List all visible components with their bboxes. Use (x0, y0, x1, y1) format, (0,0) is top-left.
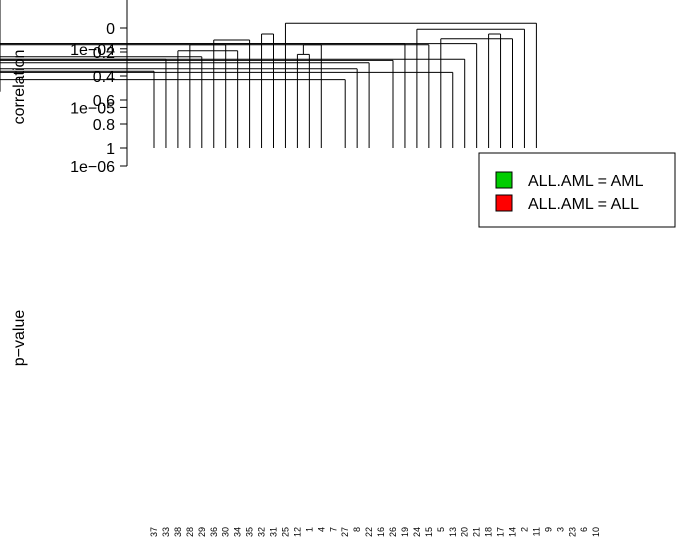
dendrogram-tick-label: 0.2 (93, 45, 115, 62)
x-tick-label: 20 (460, 527, 470, 537)
bar-chart-tick-label: 1e−06 (70, 159, 115, 176)
x-tick-label: 2 (519, 527, 529, 532)
x-tick-label: 33 (161, 527, 171, 537)
bar-chart-y-axis-label: p−value (11, 310, 28, 367)
x-tick-label: 16 (376, 527, 386, 537)
x-tick-label: 31 (269, 527, 279, 537)
x-tick-label: 8 (352, 527, 362, 532)
x-tick-label: 15 (424, 527, 434, 537)
dendrogram-tick-label: 0.8 (93, 117, 115, 134)
bar-chart-tick-label: 1e−05 (70, 100, 115, 117)
x-tick-label: 34 (233, 527, 243, 537)
dendrogram-y-axis: 0 0.2 0.4 0.6 0.8 1 (93, 21, 128, 158)
x-tick-label: 12 (292, 527, 302, 537)
x-tick-label: 23 (567, 527, 577, 537)
x-tick-label: 21 (472, 527, 482, 537)
x-tick-label: 7 (328, 527, 338, 532)
x-tick-label: 3 (555, 527, 565, 532)
legend-swatch-all (495, 194, 513, 212)
x-tick-label: 27 (340, 527, 350, 537)
bar-chart-tick-label: 1e−04 (70, 42, 115, 59)
dendrogram-panel: 00.20.40.60.81 correlation (0, 0, 537, 158)
legend-box (478, 152, 676, 228)
x-tick-label: 36 (209, 527, 219, 537)
x-tick-label: 11 (531, 527, 541, 536)
x-tick-label: 4 (316, 527, 326, 532)
x-tick-label: 13 (448, 527, 458, 537)
legend-swatch-aml (495, 171, 513, 189)
dendrogram-tick-label: 0.4 (93, 69, 115, 86)
dendrogram-tick-label: 0.6 (93, 93, 115, 110)
x-tick-label: 29 (197, 527, 207, 537)
x-tick-label: 1 (304, 527, 314, 532)
x-tick-label: 19 (400, 527, 410, 537)
x-tick-label: 24 (412, 527, 422, 537)
x-tick-label: 18 (484, 527, 494, 537)
x-tick-label: 9 (543, 527, 553, 532)
x-tick-label: 17 (496, 527, 506, 537)
x-tick-label: 26 (388, 527, 398, 537)
x-tick-label: 28 (185, 527, 195, 537)
x-tick-label: 38 (173, 527, 183, 537)
x-tick-label: 25 (280, 527, 290, 537)
dendrogram-tick-label: 0 (106, 21, 115, 38)
x-tick-label: 6 (579, 527, 589, 532)
legend-label-all: ALL.AML = ALL (528, 196, 639, 213)
bar-chart-x-tick-labels: 37 33 38 28 29 36 30 34 35 32 31 25 12 1 4 7 27 8 22 16 26 19… (149, 527, 601, 537)
x-tick-label: 35 (245, 527, 255, 537)
x-tick-label: 22 (364, 527, 374, 537)
x-tick-label: 10 (591, 527, 601, 537)
x-tick-label: 37 (149, 527, 159, 537)
x-tick-label: 14 (508, 527, 518, 537)
x-tick-label: 32 (257, 527, 267, 537)
legend-label-aml: ALL.AML = AML (528, 173, 644, 190)
x-tick-label: 5 (436, 527, 446, 532)
dendrogram-tick-label: 1 (106, 141, 115, 158)
legend: ALL.AML = AML ALL.AML = ALL (478, 152, 676, 228)
x-tick-label: 30 (221, 527, 231, 537)
dendrogram-branches (0, 0, 537, 148)
